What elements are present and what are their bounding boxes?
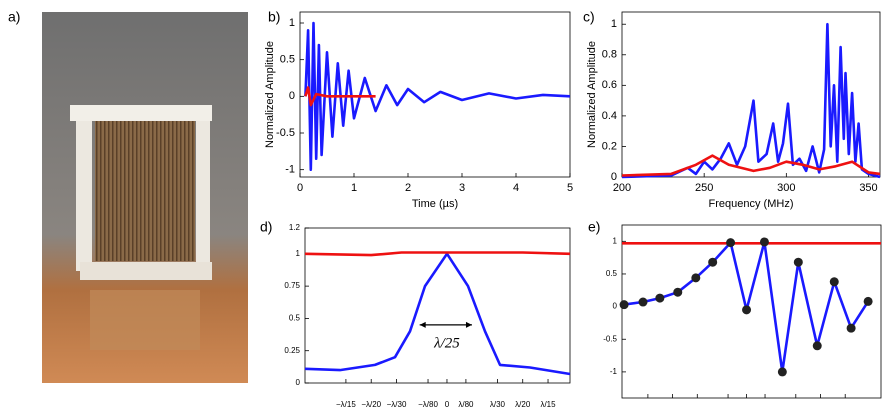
arrow-head <box>465 321 472 328</box>
data-line <box>304 86 376 107</box>
panel-label: c) <box>583 9 595 25</box>
data-point <box>793 257 803 267</box>
x-tick-label: 250 <box>695 182 713 194</box>
data-line <box>304 252 571 376</box>
x-tick-label: −λ/30 <box>387 400 407 409</box>
device-reflection <box>90 290 200 350</box>
y-tick-label: 0.5 <box>606 269 618 278</box>
panel-label: e) <box>588 219 600 235</box>
x-tick-label: −λ/15 <box>336 400 356 409</box>
plot-frame <box>621 11 881 178</box>
y-tick-label: 0 <box>611 171 617 183</box>
x-tick-label: 2 <box>405 182 411 194</box>
plot-frame <box>304 227 571 384</box>
x-tick-label: 3 <box>459 182 465 194</box>
x-tick-label: λ/80 <box>458 400 474 409</box>
y-tick-label: 1.2 <box>289 223 301 232</box>
y-axis-label: Normalized Amplitude <box>586 41 598 148</box>
y-tick-label: 0.5 <box>280 54 295 66</box>
x-tick-label: −λ/20 <box>361 400 381 409</box>
data-point <box>673 287 683 297</box>
arrow-head <box>419 321 426 328</box>
device-top <box>70 105 212 121</box>
x-axis-label: Frequency (MHz) <box>709 198 794 210</box>
data-point <box>655 293 665 303</box>
y-axis-label: Normalized Amplitude <box>264 41 276 148</box>
data-point <box>777 367 787 377</box>
x-tick-label: 5 <box>567 182 573 194</box>
device-base <box>80 262 212 280</box>
y-tick-label: 0.6 <box>602 79 617 91</box>
y-tick-label: 1 <box>613 236 618 245</box>
y-tick-label: 0.8 <box>602 49 617 61</box>
data-point <box>742 305 752 315</box>
x-tick-label: λ/30 <box>490 400 506 409</box>
data-point <box>638 297 648 307</box>
panel-label: b) <box>268 9 280 25</box>
x-tick-label: 350 <box>859 182 877 194</box>
x-tick-label: λ/20 <box>515 400 531 409</box>
y-tick-label: 1 <box>289 17 295 29</box>
x-tick-label: 4 <box>513 182 519 194</box>
y-tick-label: -0.5 <box>276 127 295 139</box>
x-axis-label: Time (µs) <box>412 198 458 210</box>
plot-frame <box>621 224 882 399</box>
x-tick-label: λ/15 <box>540 400 556 409</box>
y-tick-label: 0 <box>289 90 295 102</box>
panel-label: d) <box>260 219 272 235</box>
x-tick-label: 0 <box>445 400 450 409</box>
y-tick-label: -1 <box>285 164 295 176</box>
device-post <box>196 121 210 271</box>
photo <box>42 12 248 383</box>
y-tick-label: 0.4 <box>602 110 617 122</box>
y-tick-label: 0 <box>613 302 618 311</box>
data-line <box>304 251 571 257</box>
y-tick-label: 0.25 <box>284 346 300 355</box>
y-tick-label: 1 <box>296 249 301 258</box>
data-line <box>621 154 881 177</box>
data-point <box>726 238 736 248</box>
annotation: λ/25 <box>433 336 460 352</box>
data-point <box>863 296 873 306</box>
y-tick-label: 1 <box>611 18 617 30</box>
x-tick-label: 1 <box>351 182 357 194</box>
data-line <box>304 21 571 171</box>
device-fins <box>95 121 195 261</box>
data-point <box>846 323 856 333</box>
y-tick-label: 0.2 <box>602 140 617 152</box>
device-post <box>76 121 92 271</box>
data-point <box>759 237 769 247</box>
data-point <box>829 277 839 287</box>
data-point <box>691 273 701 283</box>
data-point <box>708 257 718 267</box>
y-tick-label: 0 <box>296 378 301 387</box>
data-line <box>621 22 881 179</box>
plot-frame <box>299 11 571 178</box>
x-tick-label: 300 <box>777 182 795 194</box>
y-tick-label: -0.5 <box>603 334 617 343</box>
y-tick-label: -1 <box>610 367 618 376</box>
y-tick-label: 0.75 <box>284 281 300 290</box>
y-tick-label: 0.5 <box>289 314 301 323</box>
data-point <box>812 341 822 351</box>
x-tick-label: 0 <box>297 182 303 194</box>
x-tick-label: −λ/80 <box>418 400 438 409</box>
data-point <box>619 300 629 310</box>
panel-label: a) <box>8 9 20 25</box>
x-tick-label: 200 <box>613 182 631 194</box>
